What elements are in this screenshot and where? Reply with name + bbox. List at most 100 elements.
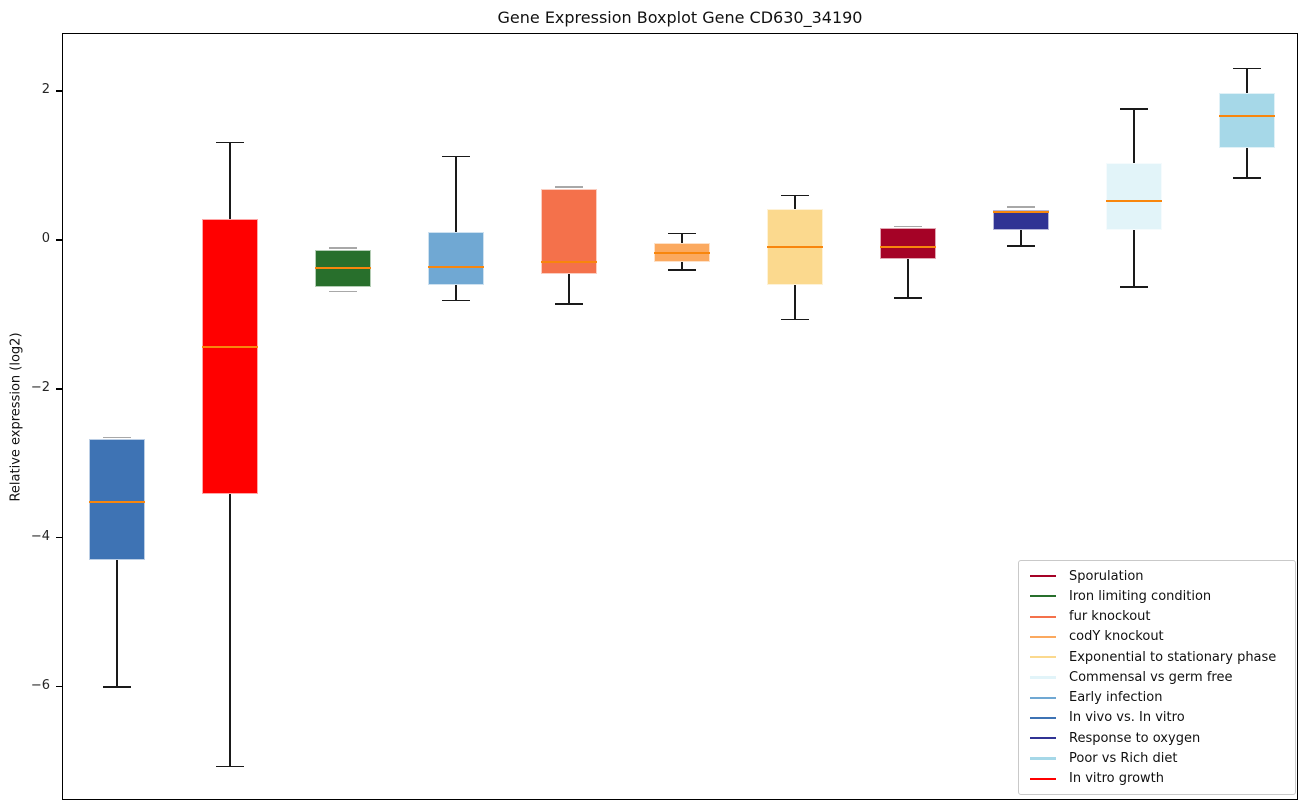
median-line bbox=[880, 246, 936, 249]
whisker-cap-upper bbox=[329, 247, 357, 249]
whisker-cap-lower bbox=[216, 765, 244, 768]
whisker-lower bbox=[1020, 230, 1022, 246]
legend-label: codY knockout bbox=[1069, 629, 1164, 645]
legend-swatch bbox=[1030, 696, 1056, 699]
whisker-upper bbox=[1246, 68, 1248, 93]
whisker-cap-upper bbox=[1120, 108, 1148, 110]
whisker-cap-lower bbox=[1233, 177, 1261, 179]
y-tick-label: 2 bbox=[41, 82, 50, 98]
median-line bbox=[89, 501, 145, 504]
legend-item: Exponential to stationary phase bbox=[1019, 650, 1295, 665]
box-9 bbox=[993, 210, 1049, 231]
whisker-lower bbox=[1133, 229, 1135, 287]
legend-swatch bbox=[1030, 777, 1056, 780]
median-line bbox=[315, 267, 371, 270]
whisker-upper bbox=[455, 156, 457, 232]
box-2 bbox=[202, 219, 258, 494]
median-line bbox=[1106, 199, 1162, 202]
whisker-lower bbox=[229, 493, 231, 767]
whisker-lower bbox=[907, 258, 909, 299]
legend-label: In vitro growth bbox=[1069, 771, 1164, 787]
whisker-cap-lower bbox=[103, 686, 131, 688]
y-tick-label: −2 bbox=[30, 379, 50, 395]
legend-label: Response to oxygen bbox=[1069, 730, 1201, 746]
whisker-cap-upper bbox=[555, 186, 583, 188]
legend-item: In vitro growth bbox=[1019, 771, 1295, 786]
whisker-cap-lower bbox=[329, 290, 357, 293]
whisker-cap-upper bbox=[103, 436, 131, 439]
box-5 bbox=[541, 188, 597, 274]
whisker-lower bbox=[455, 285, 457, 301]
box-11 bbox=[1219, 92, 1275, 149]
whisker-cap-lower bbox=[781, 318, 809, 321]
whisker-cap-upper bbox=[894, 225, 922, 228]
median-line bbox=[541, 260, 597, 263]
legend-label: Iron limiting condition bbox=[1069, 588, 1212, 604]
median-line bbox=[428, 265, 484, 268]
legend-swatch bbox=[1030, 656, 1056, 659]
legend-item: In vivo vs. In vitro bbox=[1019, 710, 1295, 725]
legend-label: fur knockout bbox=[1069, 609, 1151, 625]
whisker-upper bbox=[794, 195, 796, 210]
whisker-upper bbox=[681, 233, 683, 243]
legend-item: Poor vs Rich diet bbox=[1019, 751, 1295, 766]
whisker-lower bbox=[116, 560, 118, 687]
median-line bbox=[202, 345, 258, 348]
box-8 bbox=[880, 228, 936, 259]
whisker-cap-upper bbox=[216, 141, 244, 144]
legend-label: Poor vs Rich diet bbox=[1069, 751, 1178, 767]
median-line bbox=[654, 251, 710, 254]
legend-swatch bbox=[1030, 757, 1056, 760]
whisker-cap-lower bbox=[1120, 286, 1148, 288]
legend-item: Iron limiting condition bbox=[1019, 589, 1295, 604]
legend-item: Early infection bbox=[1019, 690, 1295, 705]
y-axis-label: Relative expression (log2) bbox=[8, 332, 24, 502]
box-10 bbox=[1106, 162, 1162, 230]
y-tick-label: −4 bbox=[30, 528, 50, 544]
whisker-cap-lower bbox=[1007, 245, 1035, 247]
legend-swatch bbox=[1030, 575, 1056, 578]
whisker-cap-upper bbox=[1007, 206, 1035, 208]
median-line bbox=[767, 246, 823, 249]
whisker-cap-upper bbox=[1233, 67, 1261, 70]
legend-swatch bbox=[1030, 595, 1056, 598]
y-tick-label: −6 bbox=[30, 677, 50, 693]
box-4 bbox=[428, 231, 484, 286]
whisker-cap-lower bbox=[555, 303, 583, 305]
whisker-upper bbox=[229, 142, 231, 220]
whisker-cap-lower bbox=[442, 299, 470, 302]
legend-item: Commensal vs germ free bbox=[1019, 670, 1295, 685]
legend-item: fur knockout bbox=[1019, 609, 1295, 624]
legend-item: codY knockout bbox=[1019, 629, 1295, 644]
legend-swatch bbox=[1030, 635, 1056, 639]
whisker-cap-upper bbox=[781, 194, 809, 197]
legend-swatch bbox=[1030, 737, 1056, 740]
y-tick-label: 0 bbox=[41, 231, 50, 246]
y-tick-mark bbox=[56, 90, 62, 92]
whisker-lower bbox=[568, 273, 570, 305]
whisker-upper bbox=[1133, 108, 1135, 163]
legend-item: Sporulation bbox=[1019, 569, 1295, 584]
legend-label: Early infection bbox=[1069, 690, 1163, 706]
whisker-cap-upper bbox=[442, 155, 470, 158]
legend: Sporulation Iron limiting condition fur kn… bbox=[1018, 560, 1296, 795]
y-tick-mark bbox=[56, 686, 62, 688]
legend-swatch bbox=[1030, 615, 1056, 618]
y-tick-mark bbox=[56, 537, 62, 539]
whisker-lower bbox=[681, 262, 683, 270]
legend-label: Commensal vs germ free bbox=[1069, 669, 1233, 685]
y-tick-mark bbox=[56, 239, 62, 241]
legend-item: Response to oxygen bbox=[1019, 731, 1295, 746]
whisker-lower bbox=[1246, 148, 1248, 179]
legend-swatch bbox=[1030, 676, 1056, 679]
median-line bbox=[993, 211, 1049, 214]
whisker-cap-lower bbox=[668, 269, 696, 271]
whisker-cap-lower bbox=[894, 297, 922, 299]
legend-label: Sporulation bbox=[1069, 568, 1144, 584]
legend-swatch bbox=[1030, 716, 1056, 720]
legend-label: Exponential to stationary phase bbox=[1069, 649, 1277, 665]
whisker-cap-upper bbox=[668, 232, 696, 235]
legend-label: In vivo vs. In vitro bbox=[1069, 710, 1185, 726]
chart-title: Gene Expression Boxplot Gene CD630_34190 bbox=[497, 8, 863, 27]
